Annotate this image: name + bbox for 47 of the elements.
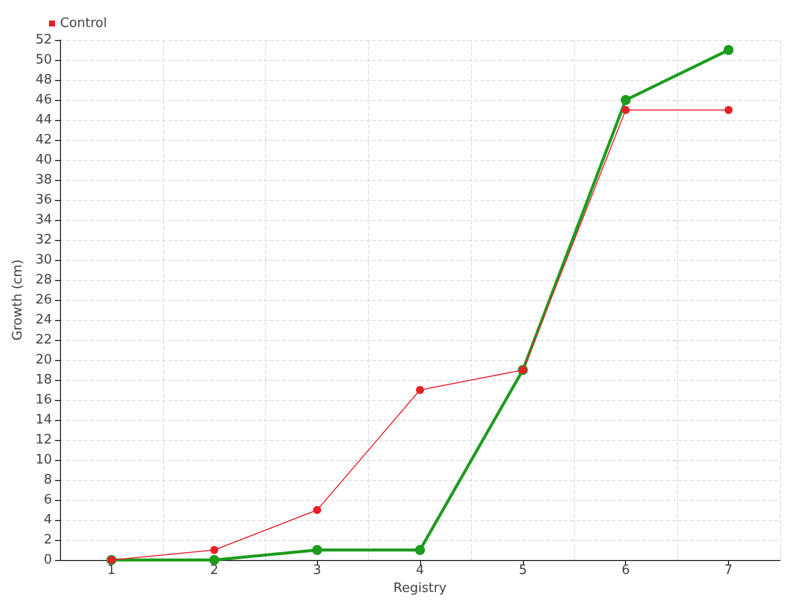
y-tick-label: 50: [35, 52, 52, 68]
y-tick-label: 26: [35, 292, 52, 308]
y-tick-label: 12: [35, 432, 52, 448]
x-tick-label: 3: [313, 563, 322, 578]
y-tick-label: 48: [35, 72, 52, 88]
y-tick-label: 34: [35, 212, 52, 228]
point: [620, 95, 631, 105]
y-tick-label: 8: [44, 472, 52, 488]
y-tick-label: 0: [44, 552, 52, 568]
point: [622, 106, 630, 114]
x-tick-label: 5: [518, 563, 527, 578]
y-tick-label: 44: [35, 112, 52, 128]
x-tick-label: 6: [622, 563, 630, 578]
point: [313, 506, 322, 514]
point: [724, 106, 733, 114]
y-tick-label: 36: [35, 192, 52, 208]
point: [415, 545, 425, 555]
y-tick-label: 16: [35, 392, 52, 408]
legend-label: Control: [60, 16, 107, 31]
y-tick-label: 28: [35, 272, 52, 288]
x-tick-label: 4: [416, 563, 424, 578]
y-tick-label: 52: [35, 32, 52, 48]
point: [210, 546, 218, 554]
y-tick-label: 6: [44, 492, 52, 508]
point: [209, 555, 220, 565]
y-tick-label: 14: [35, 412, 52, 428]
y-tick-label: 30: [35, 252, 52, 268]
y-tick-label: 18: [35, 372, 52, 388]
y-tick-label: 38: [35, 172, 52, 188]
y-axis-title: Growth (cm): [10, 259, 26, 341]
y-tick-label: 22: [35, 332, 52, 348]
y-tick-label: 24: [35, 312, 52, 328]
y-tick-label: 40: [35, 152, 52, 168]
y-tick-label: 42: [35, 132, 52, 148]
x-tick-label: 7: [724, 563, 733, 578]
y-tick-label: 10: [35, 452, 52, 468]
x-axis-title: Registry: [393, 580, 447, 596]
point: [416, 386, 424, 394]
y-tick-label: 4: [44, 512, 52, 528]
point: [724, 45, 734, 55]
y-tick-label: 2: [44, 532, 52, 548]
y-tick-label: 32: [35, 232, 52, 248]
x-tick-label: 2: [210, 563, 218, 578]
point: [312, 545, 322, 555]
y-tick-label: 46: [35, 92, 52, 108]
y-tick-label: 20: [35, 352, 52, 368]
x-tick-label: 1: [107, 563, 116, 578]
